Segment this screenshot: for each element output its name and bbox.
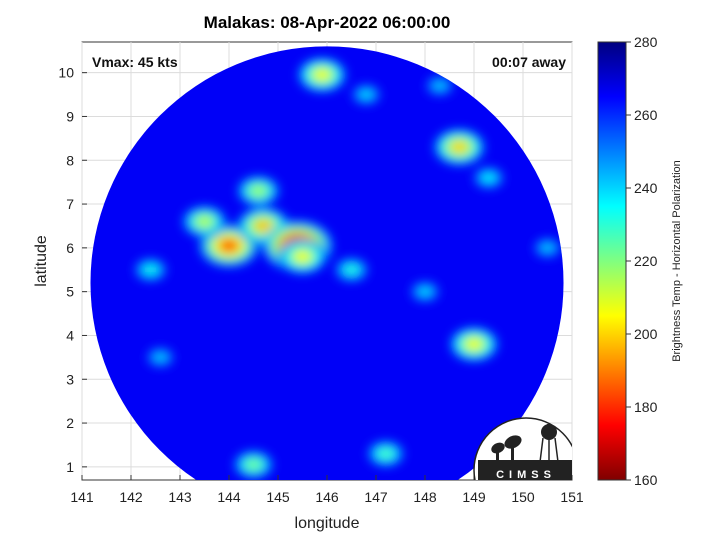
svg-text:CIMSS: CIMSS bbox=[496, 469, 556, 481]
x-tick-label: 148 bbox=[413, 489, 437, 505]
y-tick-label: 2 bbox=[66, 415, 74, 431]
x-tick-label: 142 bbox=[119, 489, 143, 505]
y-tick-label: 4 bbox=[66, 327, 74, 343]
convective-cell bbox=[236, 175, 280, 207]
x-tick-label: 146 bbox=[315, 489, 339, 505]
convective-cell bbox=[297, 57, 347, 93]
colorbar-ticks: 160 180 200 220 240 260 280 bbox=[626, 34, 658, 488]
colorbar-tick-label: 280 bbox=[634, 34, 658, 50]
convective-cell bbox=[449, 326, 499, 362]
swath-background bbox=[90, 46, 564, 480]
convective-cell bbox=[532, 237, 563, 259]
convective-cell bbox=[182, 205, 227, 238]
colorbar-tick-label: 200 bbox=[634, 326, 658, 342]
y-tick-label: 7 bbox=[66, 196, 74, 212]
convective-cell bbox=[233, 450, 274, 480]
x-tick-label: 143 bbox=[168, 489, 192, 505]
colorbar-tick-label: 260 bbox=[634, 107, 658, 123]
y-tick-label: 9 bbox=[66, 108, 74, 124]
convection-features bbox=[133, 57, 563, 480]
y-tick-label: 1 bbox=[66, 459, 74, 475]
x-axis-label: longitude bbox=[295, 515, 360, 532]
convective-cell bbox=[145, 346, 176, 368]
x-tick-label: 149 bbox=[462, 489, 486, 505]
microwave-swath bbox=[90, 46, 564, 480]
convective-cell bbox=[433, 128, 485, 166]
convective-cell bbox=[425, 75, 455, 97]
x-tick-label: 144 bbox=[217, 489, 241, 505]
y-axis-label: latitude bbox=[33, 235, 50, 287]
colorbar-tick-label: 240 bbox=[634, 180, 658, 196]
time-away-label: 00:07 away bbox=[492, 54, 566, 70]
convective-cell bbox=[133, 257, 168, 282]
y-tick-label: 3 bbox=[66, 371, 74, 387]
y-tick-label: 8 bbox=[66, 152, 74, 168]
colorbar-tick-label: 220 bbox=[634, 253, 658, 269]
x-tick-labels: 141 142 143 144 145 146 147 148 149 150 151 bbox=[70, 475, 584, 505]
colorbar-label: Brightness Temp - Horizontal Polarizatio… bbox=[671, 160, 683, 362]
y-tick-label: 6 bbox=[66, 240, 74, 256]
x-tick-label: 147 bbox=[364, 489, 388, 505]
x-tick-label: 151 bbox=[560, 489, 584, 505]
vmax-label: Vmax: 45 kts bbox=[92, 54, 178, 70]
x-tick-label: 145 bbox=[266, 489, 290, 505]
colorbar bbox=[597, 41, 627, 481]
y-tick-label: 10 bbox=[58, 65, 74, 81]
convective-cell bbox=[351, 83, 382, 106]
y-tick-label: 5 bbox=[66, 284, 74, 300]
x-tick-label: 141 bbox=[70, 489, 94, 505]
x-tick-label: 150 bbox=[511, 489, 535, 505]
colorbar-tick-label: 160 bbox=[634, 472, 658, 488]
convective-cell bbox=[367, 440, 405, 468]
cimss-logo: CIMSS bbox=[473, 417, 572, 481]
chart-title: Malakas: 08-Apr-2022 06:00:00 bbox=[204, 13, 451, 32]
colorbar-tick-label: 180 bbox=[634, 399, 658, 415]
convective-cell bbox=[409, 280, 441, 303]
convective-cell bbox=[472, 166, 505, 190]
y-tick-labels: 1 2 3 4 5 6 7 8 9 10 bbox=[58, 65, 87, 475]
convective-cell bbox=[334, 257, 369, 283]
convective-cell bbox=[278, 239, 327, 275]
